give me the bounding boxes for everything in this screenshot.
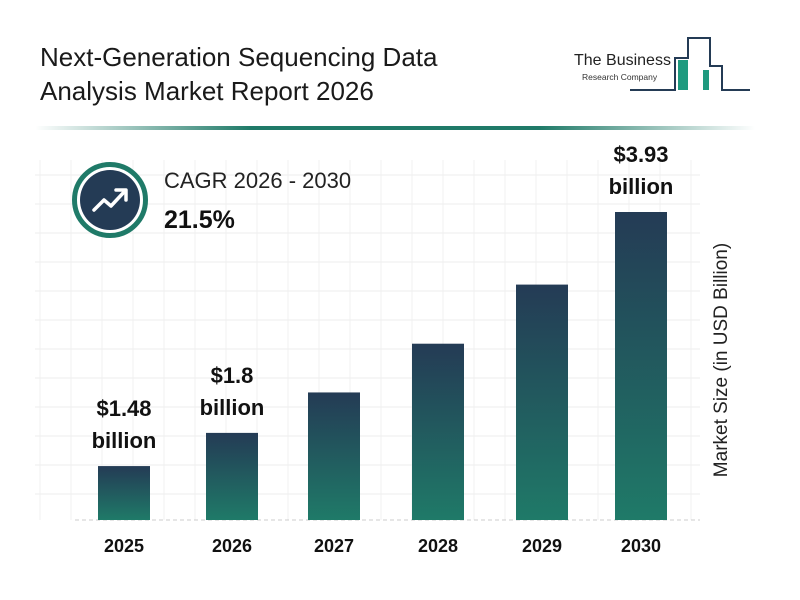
data-label-value: $1.8 [211, 363, 254, 388]
bar-2025 [98, 466, 150, 520]
bar-2029 [516, 284, 568, 520]
title-line-2: Analysis Market Report 2026 [40, 76, 374, 106]
company-logo: The Business Research Company [570, 34, 755, 94]
x-tick-label: 2027 [314, 536, 354, 556]
data-label-unit: billion [92, 428, 157, 453]
data-label-unit: billion [609, 174, 674, 199]
cagr-value: 21.5% [164, 206, 235, 234]
data-label-value: $1.48 [96, 396, 151, 421]
title-line-1: Next-Generation Sequencing Data [40, 42, 438, 72]
x-tick-label: 2028 [418, 536, 458, 556]
bar-2026 [206, 432, 258, 520]
y-axis-label: Market Size (in USD Billion) [711, 242, 732, 478]
x-tick-label: 2026 [212, 536, 252, 556]
bar-2028 [412, 343, 464, 520]
data-label-unit: billion [200, 395, 265, 420]
cagr-label: CAGR 2026 - 2030 [164, 168, 352, 193]
divider [35, 126, 755, 130]
x-tick-label: 2030 [621, 536, 661, 556]
data-label-value: $3.93 [613, 142, 668, 167]
page-title: Next-Generation Sequencing Data Analysis… [40, 40, 540, 108]
x-tick-label: 2029 [522, 536, 562, 556]
trend-up-arrow-icon [92, 188, 128, 212]
logo-buildings-icon [630, 37, 750, 91]
bar-2030 [615, 212, 667, 520]
cagr-badge [72, 162, 148, 238]
bar-2027 [308, 392, 360, 520]
x-tick-label: 2025 [104, 536, 144, 556]
logo-subtext: Research Company [582, 72, 658, 82]
logo-text: The Business [574, 52, 671, 69]
